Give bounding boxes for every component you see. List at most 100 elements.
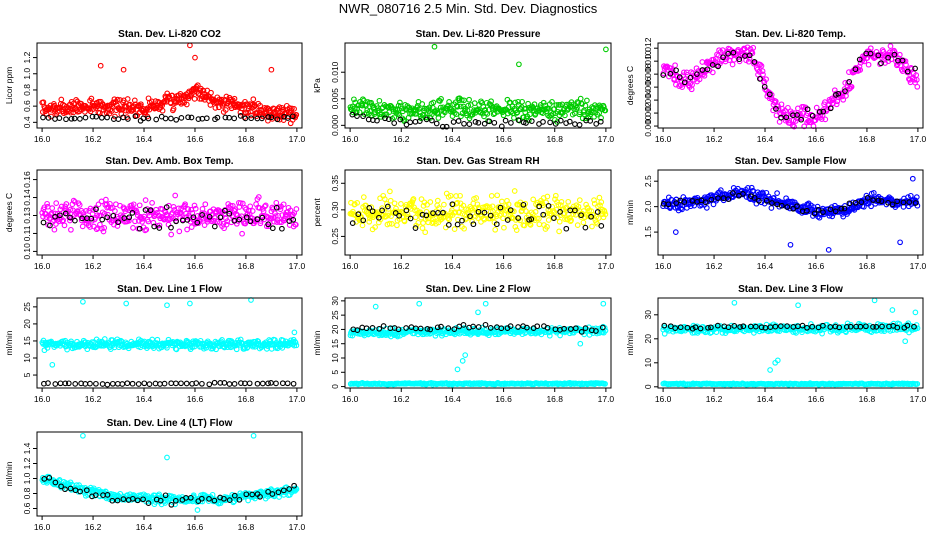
data-point	[832, 323, 839, 330]
y-tick-label: 1.2	[22, 51, 32, 63]
data-point	[231, 217, 238, 224]
data-point	[708, 196, 715, 203]
data-point	[153, 116, 160, 123]
data-point	[429, 117, 435, 124]
data-point	[540, 99, 547, 106]
data-point	[458, 113, 464, 120]
data-point	[580, 208, 587, 214]
x-tick-label: 16.4	[136, 261, 153, 271]
data-point	[49, 205, 56, 211]
data-point	[187, 300, 193, 307]
data-point	[164, 344, 170, 351]
data-point	[289, 105, 295, 112]
data-point	[544, 324, 551, 331]
y-tick-label: 20	[330, 324, 340, 334]
data-point	[603, 46, 609, 53]
chart-ambbox: Stan. Dev. Amb. Box Temp.degrees C16.0 16…	[4, 156, 305, 271]
data-point	[114, 380, 121, 387]
data-point	[730, 190, 736, 196]
x-tick-label: 16.6	[187, 522, 204, 532]
y-axis-label: ml/min	[625, 330, 635, 355]
data-point	[176, 228, 183, 235]
data-point	[770, 107, 776, 114]
y-tick-label: 1.2	[22, 457, 32, 469]
y-axis-label: ml/min	[4, 330, 14, 355]
data-point	[808, 111, 815, 118]
data-point	[815, 207, 822, 213]
data-point	[269, 225, 276, 232]
data-point	[501, 224, 507, 231]
data-point	[600, 300, 607, 307]
data-point	[784, 323, 790, 329]
data-point	[173, 380, 179, 387]
x-tick-label: 17.0	[598, 394, 615, 404]
data-point	[582, 224, 589, 231]
y-tick-label: 0.000	[643, 115, 653, 137]
data-point	[562, 216, 568, 222]
data-point	[359, 102, 366, 109]
data-point	[259, 214, 266, 221]
data-point	[168, 231, 175, 238]
data-point	[440, 209, 446, 216]
data-point	[447, 212, 453, 219]
data-point	[720, 54, 726, 61]
y-tick-label: 0.6	[22, 502, 32, 514]
data-point	[763, 197, 770, 204]
y-tick-label: 0.11	[22, 225, 32, 241]
data-point	[417, 325, 424, 332]
x-tick-label: 17.0	[910, 394, 927, 404]
data-point	[246, 380, 253, 387]
data-point	[498, 325, 505, 332]
data-point	[787, 241, 794, 248]
data-point	[457, 192, 463, 199]
data-point	[740, 323, 747, 330]
data-point	[447, 192, 454, 199]
data-point	[486, 118, 493, 125]
x-tick-label: 17.0	[289, 261, 306, 271]
data-point	[178, 115, 185, 121]
chart-title: Stan. Dev. Li-820 Pressure	[416, 29, 541, 40]
data-point	[211, 223, 218, 230]
data-point	[265, 221, 272, 228]
data-point	[273, 380, 279, 387]
data-point	[511, 188, 518, 194]
y-tick-label: 20	[22, 319, 32, 329]
data-point	[768, 205, 775, 211]
data-point	[248, 112, 254, 119]
data-point	[449, 201, 456, 208]
data-point	[877, 61, 883, 67]
data-point	[772, 98, 779, 105]
data-point	[412, 225, 419, 231]
data-point	[813, 104, 820, 111]
data-point	[247, 218, 254, 225]
data-point	[602, 381, 608, 387]
data-point	[194, 82, 201, 89]
data-point	[191, 96, 198, 102]
data-point	[801, 123, 808, 130]
data-point	[59, 218, 66, 225]
data-point	[368, 99, 374, 106]
x-tick-label: 16.4	[757, 134, 774, 144]
plot-frame	[344, 42, 612, 129]
data-point	[385, 116, 392, 123]
data-point	[778, 114, 784, 121]
data-point	[268, 215, 274, 222]
data-point	[527, 111, 533, 118]
y-tick-label: 1.4	[22, 442, 32, 454]
y-tick-label: 0.16	[22, 171, 32, 188]
data-point	[279, 380, 286, 387]
data-point	[280, 487, 287, 494]
data-point	[193, 83, 200, 90]
data-point	[470, 221, 477, 228]
data-point	[124, 380, 131, 387]
data-point	[557, 117, 564, 124]
data-point	[455, 118, 462, 124]
data-point	[189, 91, 195, 97]
data-point	[509, 214, 515, 221]
data-point	[534, 323, 541, 330]
data-point	[223, 93, 230, 100]
data-point	[105, 211, 111, 218]
